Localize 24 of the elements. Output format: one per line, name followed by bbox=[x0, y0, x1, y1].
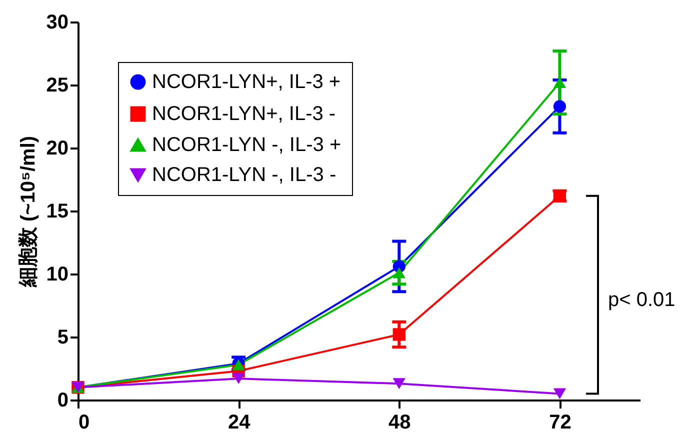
point bbox=[232, 373, 245, 384]
y-tick-label: 5 bbox=[57, 326, 68, 348]
legend-label: NCOR1-LYN -, IL-3 - bbox=[152, 164, 336, 186]
y-tick-label: 10 bbox=[46, 264, 68, 286]
point bbox=[553, 100, 566, 113]
annotation: p< 0.01 bbox=[608, 289, 676, 311]
x-tick-label: 0 bbox=[78, 412, 90, 434]
x-tick-label: 24 bbox=[228, 412, 252, 434]
y-tick-label: 15 bbox=[46, 200, 68, 222]
point bbox=[553, 388, 566, 400]
point bbox=[392, 328, 406, 341]
legend-label: NCOR1-LYN+, IL-3 + bbox=[152, 71, 341, 93]
point bbox=[392, 267, 406, 278]
x-tick-label: 48 bbox=[388, 412, 411, 434]
legend-label: NCOR1-LYN -, IL-3 + bbox=[152, 134, 342, 156]
point bbox=[392, 378, 406, 390]
y-tick-label: 30 bbox=[46, 12, 68, 34]
legend-label: NCOR1-LYN+, IL-3 - bbox=[152, 103, 336, 125]
y-tick-label: 20 bbox=[46, 138, 68, 160]
point bbox=[553, 77, 566, 88]
y-tick-label: 25 bbox=[46, 74, 68, 96]
y-tick-label: 0 bbox=[57, 390, 68, 412]
x-tick-label: 72 bbox=[549, 412, 572, 434]
y-axis-title: 細胞数 (~10⁵/ml) bbox=[17, 136, 40, 288]
